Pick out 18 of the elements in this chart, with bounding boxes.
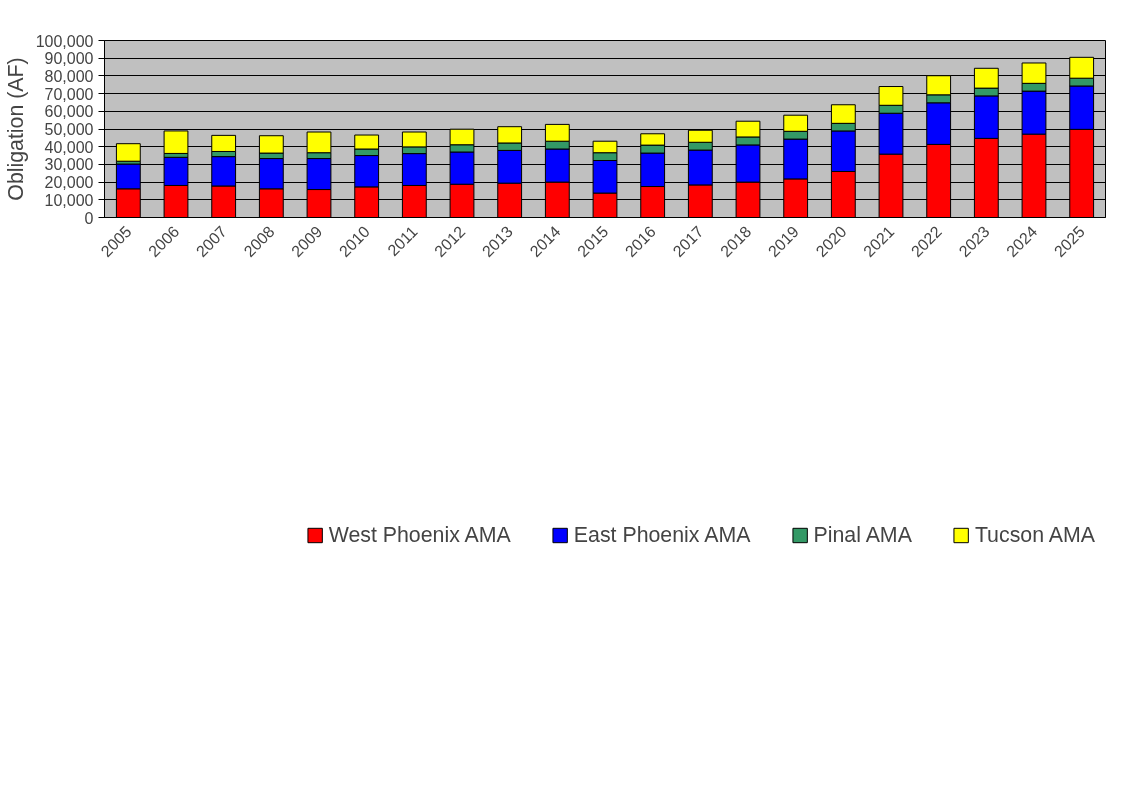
y-tick-label: 0: [84, 209, 94, 227]
bar: [115, 143, 141, 162]
legend-label: West Phoenix AMA: [328, 522, 511, 548]
y-tick-label: 100,000: [35, 32, 94, 50]
legend-label: East Phoenix AMA: [573, 522, 751, 548]
y-tick-label: 50,000: [44, 121, 94, 138]
y-tick-label: 90,000: [44, 50, 94, 68]
y-tick-label: 60,000: [44, 103, 94, 121]
bar: [163, 130, 189, 154]
y-axis-title: Obligation (AF): [3, 57, 28, 201]
legend-label: Pinal AMA: [813, 522, 912, 548]
y-tick-label: 10,000: [44, 191, 94, 209]
legend-label: Tucson AMA: [974, 522, 1095, 548]
y-tick-label: 70,000: [44, 85, 94, 103]
y-tick-label: 30,000: [44, 156, 94, 174]
y-tick-label: 80,000: [44, 67, 94, 85]
y-tick-label: 40,000: [44, 138, 94, 156]
y-tick-label: 20,000: [44, 174, 94, 192]
